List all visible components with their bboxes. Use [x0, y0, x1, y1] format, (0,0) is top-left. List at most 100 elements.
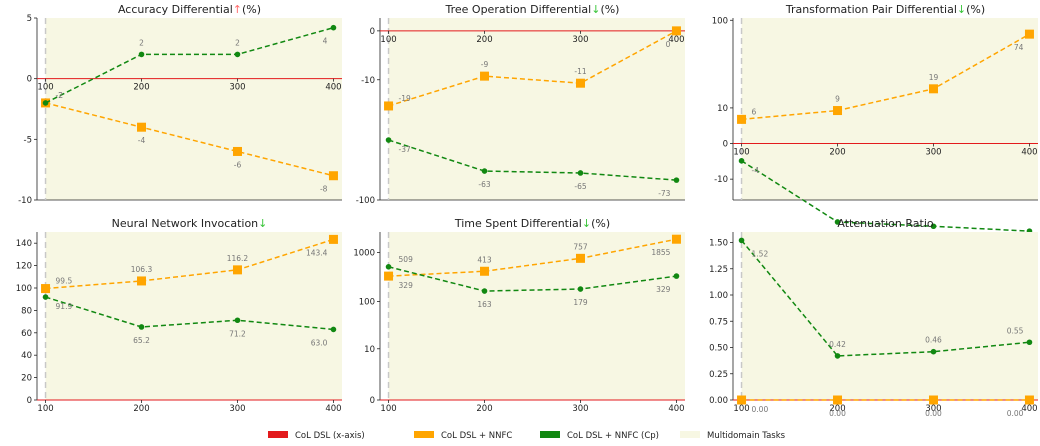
data-label: 65.2	[133, 336, 150, 345]
series-line-nnfc	[45, 238, 334, 290]
y-tick-label: -100	[356, 196, 375, 206]
data-point-square	[928, 84, 938, 94]
data-label: 329	[656, 285, 671, 294]
data-label: 9	[835, 95, 840, 104]
data-label: 2	[235, 38, 240, 47]
data-point-square	[232, 146, 242, 156]
y-tick-label: 0.00	[709, 396, 728, 406]
y-tick-label: 1.25	[709, 265, 728, 275]
y-tick-label: 100	[712, 16, 728, 26]
data-label: 0.55	[1007, 326, 1024, 335]
data-label: 74	[1014, 43, 1024, 52]
y-tick-label: 0.25	[709, 370, 728, 380]
title-arrow: ↓	[591, 3, 600, 16]
title-arrow: ↓	[957, 3, 966, 16]
data-point-square	[137, 122, 147, 132]
data-label: 63.0	[311, 338, 328, 347]
x-tick-label: 100	[37, 404, 53, 414]
x-tick-label: 400	[1021, 148, 1037, 158]
data-label: 0.00	[925, 409, 942, 418]
data-point-circle	[1026, 339, 1033, 346]
y-tick-label: 40	[21, 351, 32, 361]
y-tick-label: 100	[359, 297, 375, 307]
y-tick-label: -10	[361, 76, 375, 86]
data-point-square	[480, 71, 490, 81]
data-label: -37	[399, 145, 411, 154]
title-suffix: (%)	[600, 3, 619, 16]
x-tick-label: 400	[1021, 404, 1037, 414]
x-tick-label: 300	[572, 35, 588, 45]
x-tick-label: 300	[229, 83, 245, 93]
data-point-square	[1024, 395, 1034, 405]
data-label: -19	[399, 94, 411, 103]
data-point-circle	[385, 137, 392, 143]
data-label: -8	[320, 185, 328, 194]
data-label: -73	[658, 189, 670, 198]
data-label: 413	[477, 255, 492, 264]
shaded-region	[388, 18, 685, 200]
data-point-square	[671, 26, 681, 36]
y-tick-label: 0.50	[709, 344, 728, 354]
data-label: 106.3	[131, 265, 153, 274]
data-label: 179	[573, 298, 588, 307]
y-tick-label: -10	[714, 175, 728, 185]
data-point-square	[384, 101, 394, 111]
data-point-circle	[834, 353, 841, 359]
x-tick-label: 300	[572, 404, 588, 414]
series-line-cp	[388, 139, 677, 181]
data-point-circle	[577, 170, 584, 176]
data-label: 0.42	[829, 340, 846, 349]
data-label: 1.52	[752, 249, 769, 258]
series-line-cp	[741, 160, 1030, 232]
title-suffix: (%)	[591, 217, 610, 230]
data-point-circle	[330, 24, 337, 31]
data-label: -6	[234, 160, 242, 169]
y-tick-label: 1.50	[709, 239, 728, 249]
legend-label: Multidomain Tasks	[707, 431, 786, 441]
y-tick-label: 120	[16, 262, 32, 272]
x-tick-label: 400	[668, 404, 684, 414]
title-text: Time Spent Differential	[454, 217, 582, 230]
data-label: 91.9	[56, 302, 73, 311]
data-point-circle	[42, 100, 49, 106]
data-point-circle	[673, 177, 680, 183]
title-text: Accuracy Differential	[118, 3, 233, 16]
shaded-region	[741, 18, 1038, 200]
y-tick-label: 80	[21, 306, 32, 316]
legend-swatch	[414, 431, 434, 438]
data-point-square	[41, 284, 51, 294]
x-tick-label: 200	[133, 83, 149, 93]
data-point-circle	[577, 286, 584, 292]
data-label: 329	[399, 281, 414, 290]
legend-label: CoL DSL + NNFC	[441, 431, 512, 441]
legend: CoL DSL (x-axis) CoL DSL + NNFC CoL DSL + …	[268, 431, 786, 441]
y-tick-label: 0.75	[709, 317, 728, 327]
y-tick-label: -5	[24, 135, 32, 145]
x-tick-label: 100	[37, 83, 53, 93]
x-tick-label: 100	[380, 35, 396, 45]
chart-title: Tree Operation Differential↓(%)	[445, 3, 620, 16]
data-point-circle	[738, 158, 745, 164]
data-point-square	[137, 276, 147, 286]
data-label: -2	[56, 91, 64, 100]
y-tick-label: 1000	[353, 248, 375, 258]
x-tick-label: 300	[229, 404, 245, 414]
data-label: 0	[666, 40, 671, 49]
series-line-cp	[740, 239, 1030, 357]
data-point-square	[737, 114, 747, 124]
chart-title: Neural Network Invocation↓	[112, 217, 268, 230]
data-label: 116.2	[227, 254, 249, 263]
data-point-circle	[738, 237, 745, 244]
data-label: 19	[929, 73, 939, 82]
legend-label: CoL DSL (x-axis)	[295, 431, 365, 441]
legend-swatch	[268, 431, 288, 438]
x-tick-label: 400	[668, 35, 684, 45]
y-tick-label: 100	[16, 284, 32, 294]
data-label: 143.4	[306, 248, 328, 257]
data-point-square	[833, 395, 843, 405]
data-label: 509	[399, 255, 414, 264]
data-point-circle	[234, 317, 241, 324]
